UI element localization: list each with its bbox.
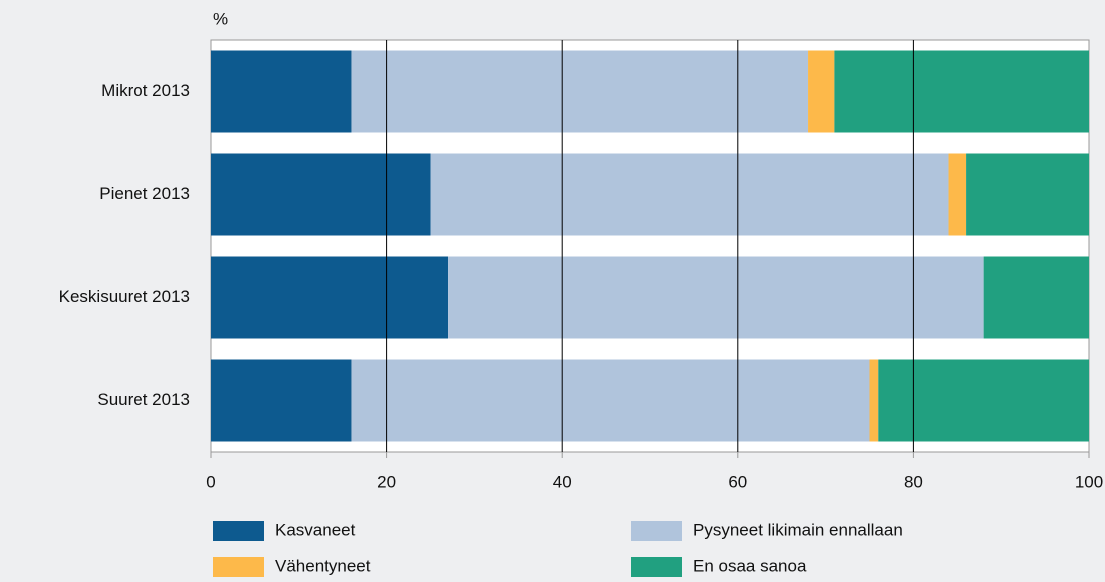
x-tick-label: 40 bbox=[553, 472, 572, 491]
bar-segment bbox=[351, 359, 870, 442]
x-tick-label: 100 bbox=[1075, 472, 1103, 491]
bar-segment bbox=[869, 359, 879, 442]
axis-label: % bbox=[213, 9, 228, 28]
bar-segment bbox=[430, 153, 949, 236]
legend-label: Kasvaneet bbox=[275, 520, 356, 539]
legend-swatch bbox=[631, 521, 682, 541]
y-tick-label: Pienet 2013 bbox=[99, 184, 190, 203]
legend-label: Pysyneet likimain ennallaan bbox=[693, 520, 903, 539]
bar-segment bbox=[351, 50, 809, 133]
legend-label: En osaa sanoa bbox=[693, 556, 807, 575]
bar-segment bbox=[878, 359, 1089, 442]
legend-swatch bbox=[213, 557, 264, 577]
bar-segment bbox=[211, 256, 449, 339]
bar-segment bbox=[948, 153, 967, 236]
legend-swatch bbox=[631, 557, 682, 577]
bar-segment bbox=[211, 50, 352, 133]
bar-segment bbox=[808, 50, 835, 133]
y-tick-label: Suuret 2013 bbox=[97, 390, 190, 409]
y-tick-label: Keskisuuret 2013 bbox=[59, 287, 190, 306]
bar-segment bbox=[211, 153, 431, 236]
x-tick-label: 0 bbox=[206, 472, 215, 491]
bar-segment bbox=[448, 256, 984, 339]
bar-segment bbox=[211, 359, 352, 442]
y-tick-label: Mikrot 2013 bbox=[101, 81, 190, 100]
x-tick-label: 20 bbox=[377, 472, 396, 491]
bar-segment bbox=[983, 256, 1089, 339]
legend-swatch bbox=[213, 521, 264, 541]
legend-label: Vähentyneet bbox=[275, 556, 371, 575]
bar-segment bbox=[966, 153, 1089, 236]
x-tick-label: 80 bbox=[904, 472, 923, 491]
bar-segment bbox=[834, 50, 1089, 133]
x-tick-label: 60 bbox=[728, 472, 747, 491]
